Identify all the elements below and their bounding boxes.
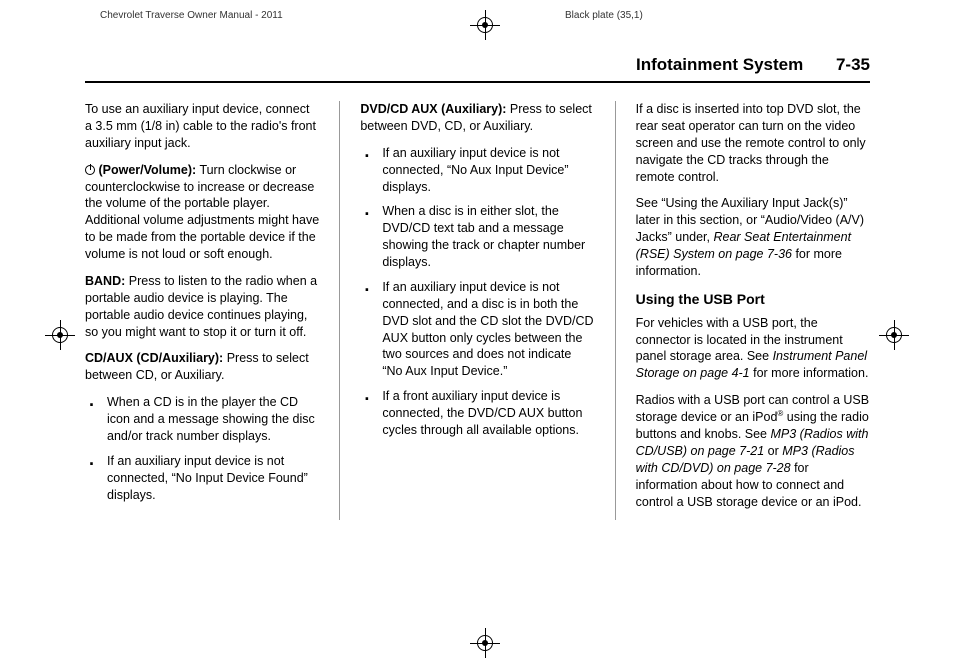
list-item: If an auxiliary input device is not conn… [360, 145, 594, 196]
list-item: When a CD is in the player the CD icon a… [85, 394, 319, 445]
cdaux-list: When a CD is in the player the CD icon a… [85, 394, 319, 503]
header-left-text: Chevrolet Traverse Owner Manual - 2011 [100, 10, 283, 21]
dvd-aux-para: DVD/CD AUX (Auxiliary): Press to select … [360, 101, 594, 135]
power-volume-text: Turn clockwise or counterclockwise to in… [85, 163, 319, 261]
column-1: To use an auxiliary input device, connec… [85, 101, 319, 520]
see-aux-para: See “Using the Auxiliary Input Jack(s)” … [636, 195, 870, 279]
crop-mark-bottom [470, 628, 500, 658]
page-content: Infotainment System 7-35 To use an auxil… [85, 55, 870, 610]
content-columns: To use an auxiliary input device, connec… [85, 101, 870, 520]
crop-mark-left [45, 320, 75, 350]
column-divider [615, 101, 616, 520]
column-2: DVD/CD AUX (Auxiliary): Press to select … [360, 101, 594, 520]
band-para: BAND: Press to listen to the radio when … [85, 273, 319, 341]
section-title: Infotainment System [636, 55, 803, 74]
usb-control-para: Radios with a USB port can control a USB… [636, 392, 870, 510]
column-divider [339, 101, 340, 520]
list-item: If an auxiliary input device is not conn… [360, 279, 594, 380]
page-number: 7-35 [836, 55, 870, 74]
list-item: If an auxiliary input device is not conn… [85, 453, 319, 504]
header-right-text: Black plate (35,1) [565, 10, 643, 21]
power-icon [85, 165, 95, 175]
usb-location-para: For vehicles with a USB port, the connec… [636, 315, 870, 383]
usb-loc-text-b: for more information. [750, 366, 869, 380]
usb-ctrl-c: or [764, 444, 782, 458]
power-volume-label: (Power/Volume): [98, 163, 196, 177]
page-header: Infotainment System 7-35 [85, 55, 870, 83]
cdaux-label: CD/AUX (CD/Auxiliary): [85, 351, 223, 365]
list-item: When a disc is in either slot, the DVD/C… [360, 203, 594, 271]
list-item: If a front auxiliary input device is con… [360, 388, 594, 439]
crop-mark-right [879, 320, 909, 350]
aux-intro-text: To use an auxiliary input device, connec… [85, 101, 319, 152]
power-volume-para: (Power/Volume): Turn clockwise or counte… [85, 162, 319, 263]
dvd-aux-list: If an auxiliary input device is not conn… [360, 145, 594, 439]
dvd-aux-label: DVD/CD AUX (Auxiliary): [360, 102, 506, 116]
crop-mark-top [470, 10, 500, 40]
disc-insert-para: If a disc is inserted into top DVD slot,… [636, 101, 870, 185]
band-label: BAND: [85, 274, 125, 288]
column-3: If a disc is inserted into top DVD slot,… [636, 101, 870, 520]
usb-port-heading: Using the USB Port [636, 290, 870, 309]
cdaux-para: CD/AUX (CD/Auxiliary): Press to select b… [85, 350, 319, 384]
